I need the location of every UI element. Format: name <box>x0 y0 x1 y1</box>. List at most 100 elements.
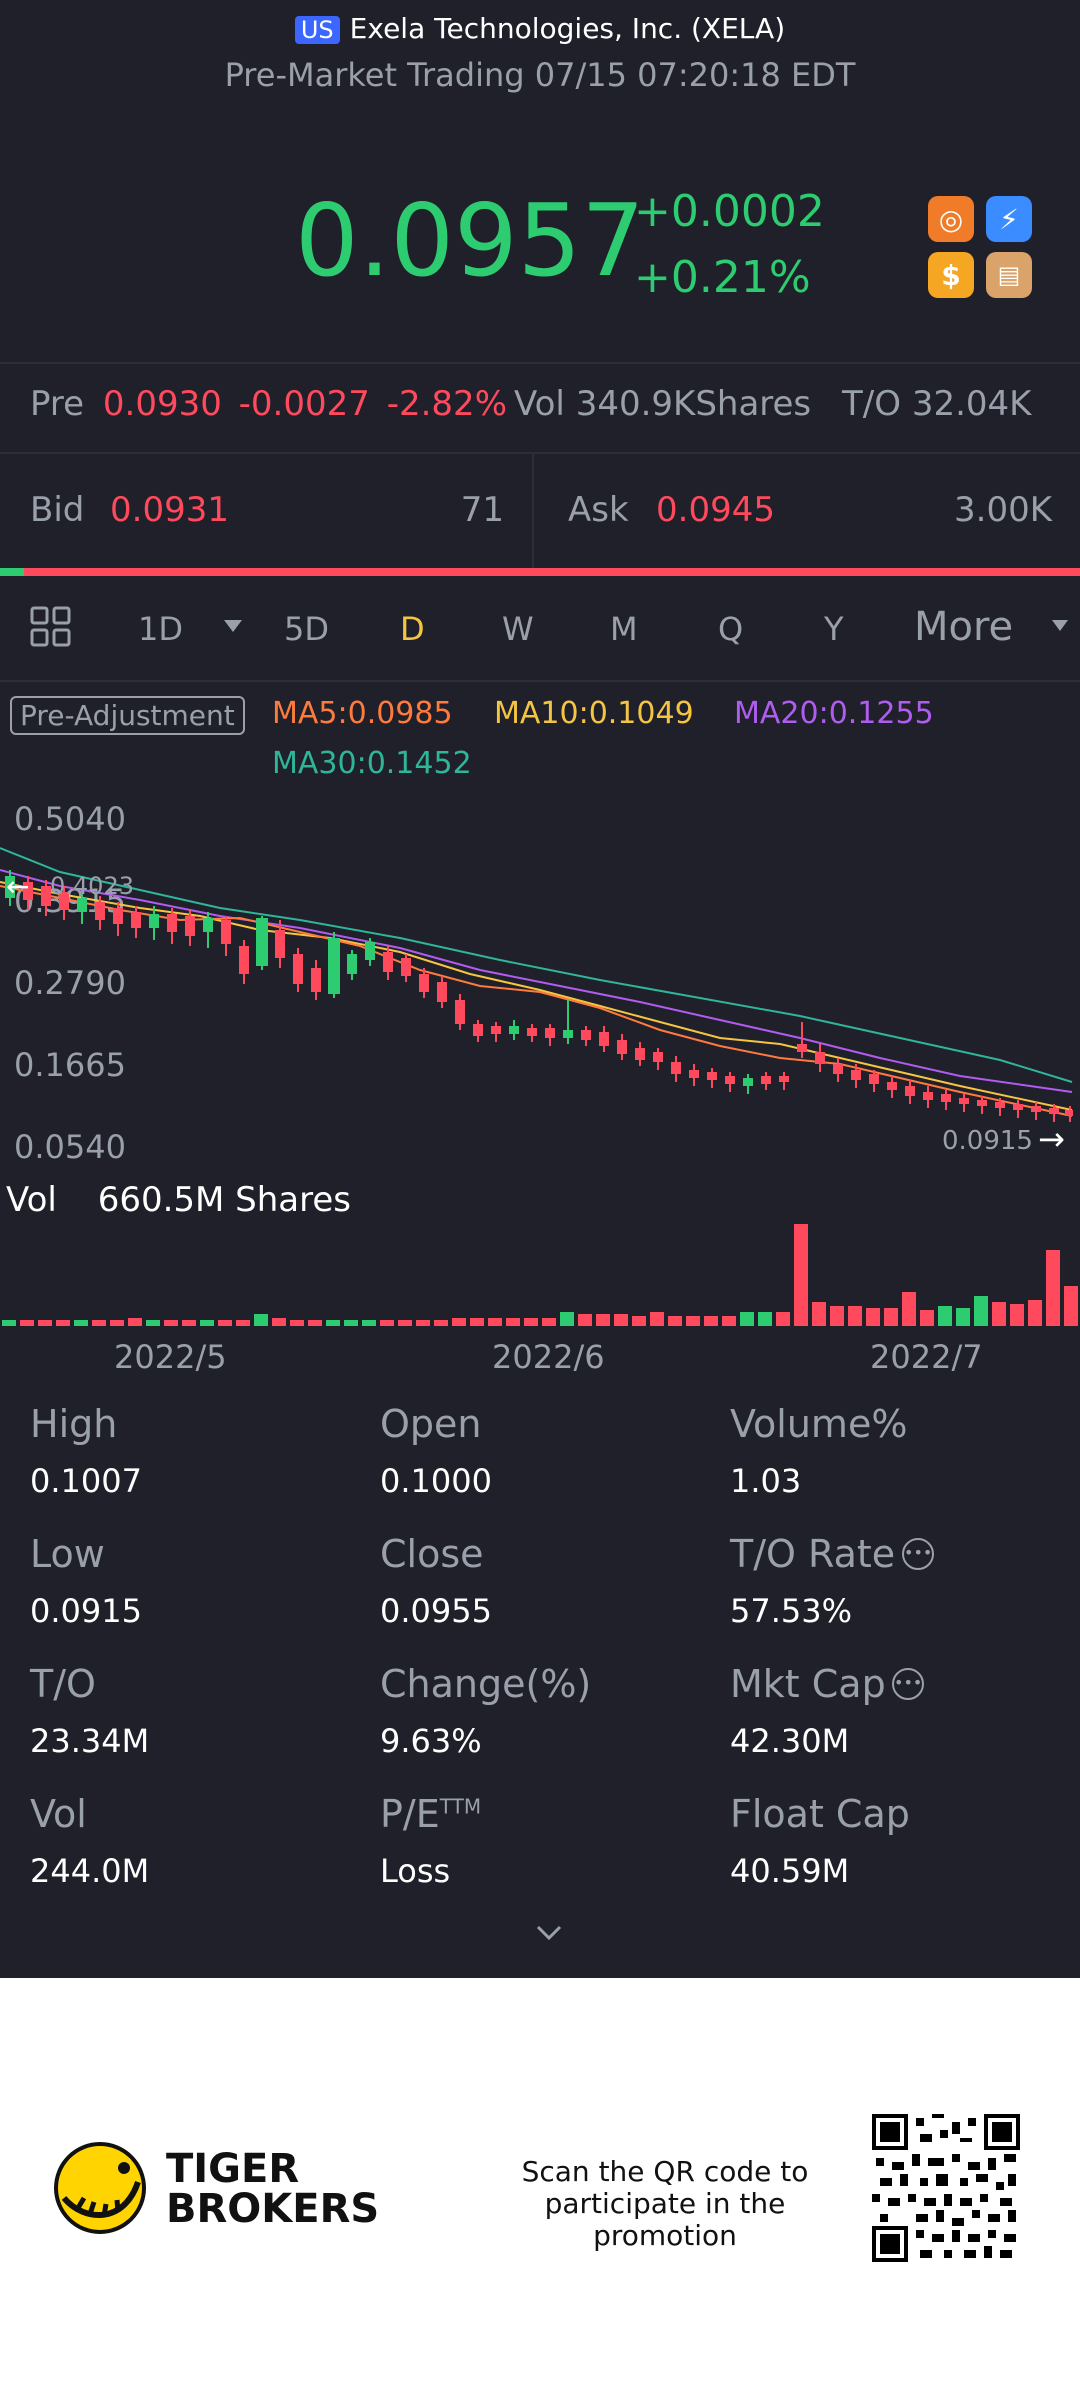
stat-turnover-value: 23.34M <box>30 1722 150 1760</box>
tab-5d[interactable]: 5D <box>284 610 329 648</box>
candle <box>149 906 159 940</box>
candle <box>293 948 303 992</box>
stat-change-value: 9.63% <box>380 1722 482 1760</box>
candle <box>905 1080 915 1104</box>
volume-label: Vol <box>6 1180 57 1220</box>
volume-bar <box>290 1320 304 1326</box>
candle <box>113 902 123 936</box>
stat-turnover-label: T/O <box>30 1662 96 1706</box>
date-axis-label: 2022/5 <box>114 1338 227 1376</box>
ma30-line <box>0 847 1073 1083</box>
candles <box>5 870 1073 1122</box>
candle <box>491 1022 501 1042</box>
volume-bar <box>902 1292 916 1326</box>
candle <box>725 1072 735 1092</box>
volume-bar <box>218 1320 232 1326</box>
chevron-down-icon[interactable] <box>224 620 242 632</box>
high-marker-label: 0.4023 <box>50 872 134 900</box>
volume-bar <box>686 1316 700 1326</box>
adjustment-toggle[interactable]: Pre-Adjustment <box>10 696 245 735</box>
volume-bar <box>254 1314 268 1326</box>
stat-open-value: 0.1000 <box>380 1462 492 1500</box>
volume-bar <box>758 1312 772 1326</box>
pre-label: Pre <box>30 384 85 424</box>
bid-label: Bid <box>30 490 85 530</box>
info-icon[interactable]: ••• <box>892 1668 924 1700</box>
divider <box>0 362 1080 364</box>
chart-icon[interactable]: ◎ <box>928 196 974 242</box>
volume-bar <box>74 1320 88 1326</box>
volume-bar <box>632 1316 646 1326</box>
candle <box>455 994 465 1030</box>
stat-close-label: Close <box>380 1532 484 1576</box>
layout-grid-icon[interactable] <box>30 606 72 648</box>
candle <box>5 870 15 906</box>
volume-bar <box>776 1312 790 1326</box>
ma10-line <box>0 881 1073 1111</box>
arrow-right-icon: → <box>1038 1120 1065 1158</box>
candle <box>1013 1100 1023 1118</box>
info-icon[interactable]: ••• <box>902 1538 934 1570</box>
pre-vol-label: Vol <box>514 384 565 424</box>
volume-bar <box>1010 1304 1024 1326</box>
stat-pe-value: Loss <box>380 1852 451 1890</box>
volume-bar <box>20 1320 34 1326</box>
candle <box>689 1064 699 1086</box>
tab-year[interactable]: Y <box>824 610 844 648</box>
ma10-label: MA10:0.1049 <box>494 696 694 731</box>
chevron-down-icon[interactable] <box>1052 620 1068 631</box>
volume-bar <box>362 1320 376 1326</box>
tab-week[interactable]: W <box>502 610 534 648</box>
low-marker-label: 0.0915 <box>942 1126 1033 1156</box>
promo-line1: Scan the QR code to <box>521 2155 809 2188</box>
stat-change-label: Change(%) <box>380 1662 592 1706</box>
volume-bar <box>38 1320 52 1326</box>
candle <box>23 876 33 910</box>
candle <box>833 1058 843 1082</box>
brand-line1: TIGER <box>166 2146 300 2192</box>
volume-bar <box>722 1316 736 1326</box>
ma30-label: MA30:0.1452 <box>272 746 472 781</box>
volume-bar <box>848 1306 862 1326</box>
volume-bar <box>974 1296 988 1326</box>
tab-month[interactable]: M <box>610 610 638 648</box>
stat-open-label: Open <box>380 1402 482 1446</box>
ask-size: 3.00K <box>954 490 1052 530</box>
volume-value: 660.5M Shares <box>97 1180 351 1220</box>
dollar-icon[interactable]: $ <box>928 252 974 298</box>
volume-bar <box>380 1320 394 1326</box>
candle <box>1065 1106 1073 1122</box>
tab-quarter[interactable]: Q <box>718 610 744 648</box>
ask-price: 0.0945 <box>656 490 775 530</box>
price-axis-label: 0.1665 <box>14 1046 126 1084</box>
stat-to-rate-label: T/O Rate <box>730 1532 896 1576</box>
brand-line2: BROKERS <box>166 2186 380 2232</box>
tab-more[interactable]: More <box>914 604 1014 650</box>
stock-name: Exela Technologies, Inc. (XELA) <box>349 12 786 45</box>
chevron-down-icon[interactable] <box>536 1924 562 1946</box>
volume-bar <box>182 1320 196 1326</box>
volume-bar <box>524 1318 538 1326</box>
qr-code <box>872 2114 1020 2262</box>
volume-bar <box>830 1306 844 1326</box>
ma5-line <box>0 885 1073 1117</box>
candle <box>275 920 285 968</box>
volume-bar <box>398 1320 412 1326</box>
date-axis-label: 2022/6 <box>492 1338 605 1376</box>
tab-1d[interactable]: 1D <box>138 610 183 648</box>
ma5-label: MA5:0.0985 <box>272 696 453 731</box>
divider <box>0 452 1080 454</box>
flash-icon[interactable]: ⚡ <box>986 196 1032 242</box>
candle <box>707 1068 717 1088</box>
candle <box>887 1076 897 1098</box>
candle <box>95 896 105 930</box>
candle <box>671 1056 681 1082</box>
candle <box>995 1098 1005 1116</box>
book-icon[interactable]: ▤ <box>986 252 1032 298</box>
price-chart[interactable] <box>0 820 1080 1150</box>
volume-bar <box>164 1320 178 1326</box>
candle <box>527 1024 537 1042</box>
tab-day[interactable]: D <box>400 610 425 648</box>
stat-to-rate-value: 57.53% <box>730 1592 853 1630</box>
stat-pe-label-group: P/ETTM <box>380 1792 481 1836</box>
